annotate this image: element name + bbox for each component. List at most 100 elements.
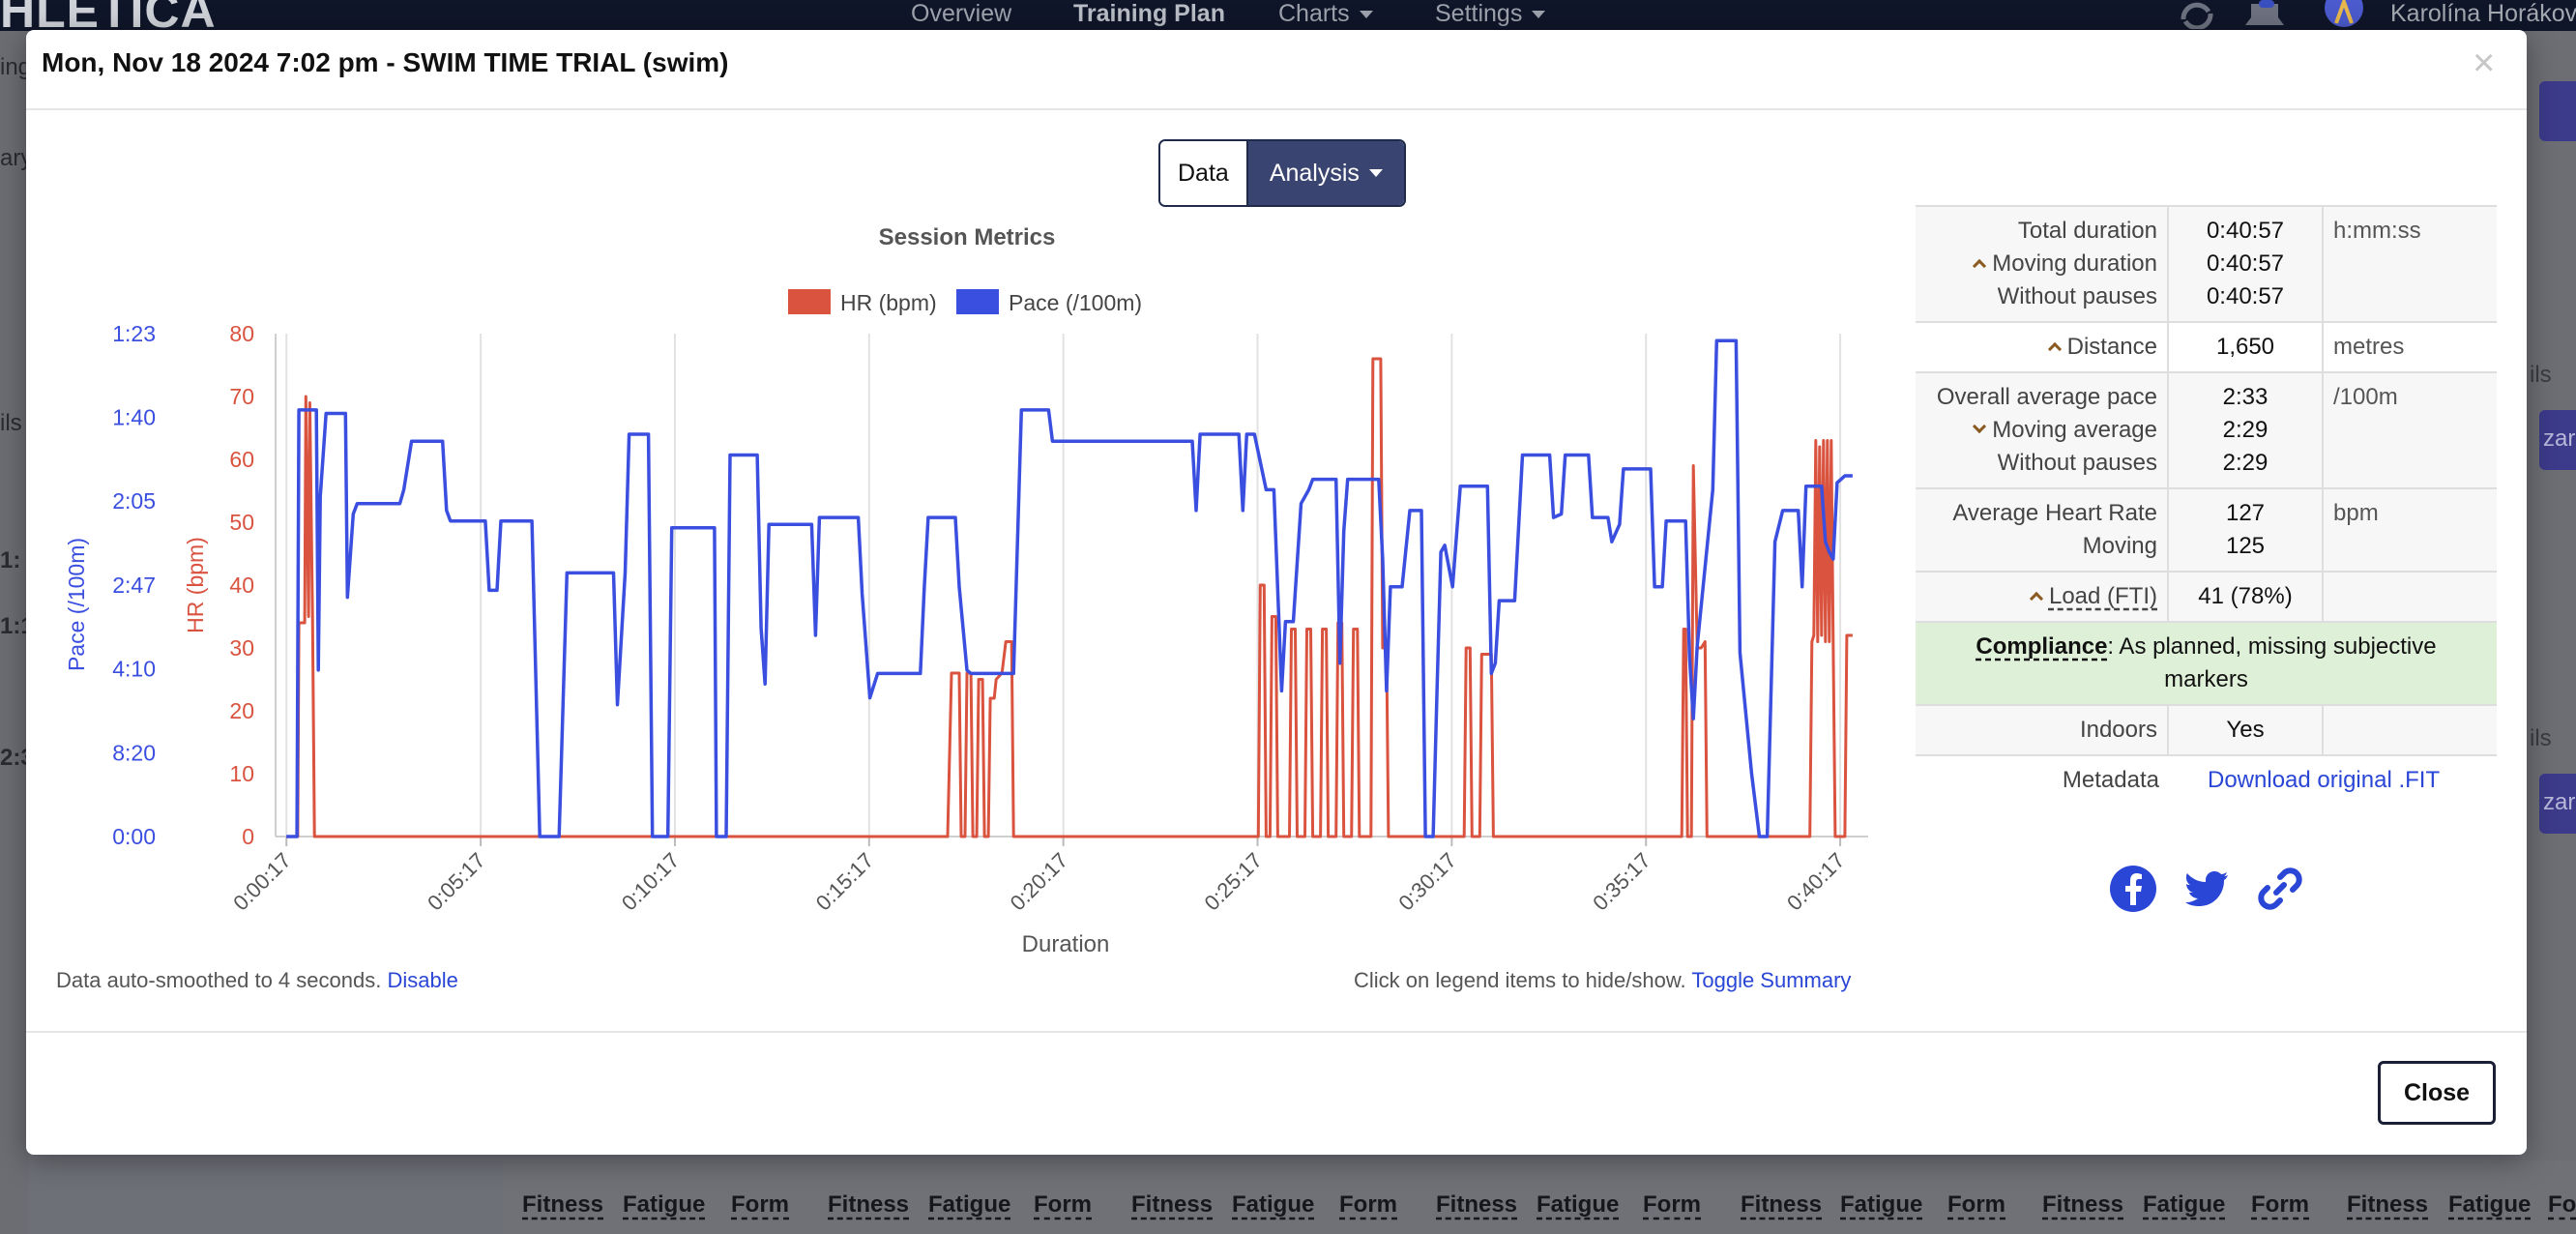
y-tick-label-hr: 20 bbox=[229, 698, 254, 723]
download-fit-link-text[interactable]: Download original .FIT bbox=[2208, 767, 2441, 793]
compliance-label[interactable]: Compliance bbox=[1976, 633, 2108, 660]
summary-row-pace: Overall average pace Moving average With… bbox=[1916, 371, 2497, 487]
bg-column-header[interactable]: Form bbox=[731, 1191, 789, 1218]
close-button[interactable]: Close bbox=[2378, 1061, 2496, 1125]
bg-column-header[interactable]: Form bbox=[1643, 1191, 1701, 1218]
bg-column-header[interactable]: Fitness bbox=[522, 1191, 604, 1218]
summary-label[interactable]: Moving duration bbox=[1923, 248, 2157, 280]
legend-swatch-pace bbox=[956, 289, 999, 314]
y-tick-label-pace: 1:23 bbox=[112, 321, 156, 346]
bg-column-header[interactable]: Fitness bbox=[1131, 1191, 1214, 1218]
user-name[interactable]: Karolína Horákov bbox=[2390, 0, 2576, 27]
summary-value: Yes bbox=[2169, 706, 2324, 754]
tab-analysis[interactable]: Analysis bbox=[1247, 141, 1404, 205]
bg-column-header[interactable]: Form bbox=[1034, 1191, 1092, 1218]
sync-icon[interactable] bbox=[2176, 0, 2218, 31]
nav-settings[interactable]: Settings bbox=[1435, 0, 1546, 27]
summary-value: 41 (78%) bbox=[2169, 573, 2324, 621]
y-axis-label-pace: Pace (/100m) bbox=[64, 538, 89, 671]
modal-header: Mon, Nov 18 2024 7:02 pm - SWIM TIME TRI… bbox=[26, 30, 2527, 110]
summary-labels[interactable]: Distance bbox=[1916, 323, 2169, 371]
twitter-icon[interactable] bbox=[2181, 864, 2232, 914]
summary-value: 2:33 bbox=[2222, 384, 2269, 410]
y-tick-label-pace: 1:40 bbox=[112, 405, 156, 430]
toggle-summary-link[interactable]: Toggle Summary bbox=[1691, 968, 1852, 992]
bg-fragment: 1: bbox=[0, 547, 21, 573]
x-tick-label: 0:15:17 bbox=[811, 848, 879, 916]
summary-value: 1,650 bbox=[2169, 323, 2324, 371]
summary-row-load: Load (FTI) 41 (78%) bbox=[1916, 571, 2497, 621]
bg-column-header[interactable]: Form bbox=[1947, 1191, 2005, 1218]
nav-charts-label: Charts bbox=[1278, 0, 1350, 27]
summary-unit: bpm bbox=[2333, 500, 2379, 526]
bg-column-header[interactable]: Fitness bbox=[2042, 1191, 2124, 1218]
x-tick-label: 0:10:17 bbox=[617, 848, 685, 916]
modal-footer-divider bbox=[26, 1031, 2527, 1033]
avatar[interactable] bbox=[2323, 0, 2365, 29]
bg-column-header[interactable]: Form bbox=[1339, 1191, 1397, 1218]
bg-column-header[interactable]: Fatigue bbox=[1232, 1191, 1315, 1218]
summary-unit: h:mm:ss bbox=[2333, 218, 2421, 244]
summary-labels[interactable]: Load (FTI) bbox=[1916, 573, 2169, 621]
x-axis-label: Duration bbox=[1022, 931, 1110, 957]
y-tick-label-hr: 0 bbox=[242, 824, 254, 849]
legend-swatch-hr bbox=[788, 289, 831, 314]
tab-analysis-label: Analysis bbox=[1269, 159, 1360, 187]
y-tick-label-pace: 8:20 bbox=[112, 740, 156, 765]
y-tick-label-hr: 10 bbox=[229, 761, 254, 786]
bg-column-header[interactable]: Fatigue bbox=[1840, 1191, 1923, 1218]
summary-label: Indoors bbox=[1916, 706, 2169, 754]
link-icon[interactable] bbox=[2255, 864, 2305, 914]
summary-label: Overall average pace bbox=[1936, 384, 2157, 410]
summary-row-heart-rate: Average Heart Rate Moving 127 125 bpm bbox=[1916, 487, 2497, 571]
bg-column-header[interactable]: Fatigue bbox=[2143, 1191, 2226, 1218]
bg-column-header[interactable]: Fatigue bbox=[1537, 1191, 1620, 1218]
bg-column-header[interactable]: Fitness bbox=[1436, 1191, 1518, 1218]
summary-table: Total duration Moving duration Without p… bbox=[1916, 205, 2497, 805]
nav-training-plan[interactable]: Training Plan bbox=[1073, 0, 1225, 27]
facebook-icon[interactable] bbox=[2108, 864, 2158, 914]
legend-hint: Click on legend items to hide/show. Togg… bbox=[1354, 968, 1851, 993]
summary-label: Without pauses bbox=[1997, 283, 2157, 309]
modal-title: Mon, Nov 18 2024 7:02 pm - SWIM TIME TRI… bbox=[42, 47, 729, 77]
summary-labels: Average Heart Rate Moving bbox=[1916, 489, 2169, 571]
legend-hint-text: Click on legend items to hide/show. bbox=[1354, 968, 1686, 992]
bg-column-header[interactable]: Fatigue bbox=[2448, 1191, 2532, 1218]
bg-column-header[interactable]: Fo bbox=[2548, 1191, 2576, 1218]
series-line-hr bbox=[286, 357, 1853, 838]
summary-label: Total duration bbox=[2017, 218, 2157, 244]
bg-column-header[interactable]: Fatigue bbox=[623, 1191, 706, 1218]
notifications-icon[interactable] bbox=[2243, 0, 2286, 29]
tab-data[interactable]: Data bbox=[1160, 141, 1248, 205]
summary-value: 0:40:57 bbox=[2206, 218, 2285, 244]
compliance-text: : As planned, missing subjective markers bbox=[2107, 633, 2437, 692]
nav-charts[interactable]: Charts bbox=[1278, 0, 1373, 27]
x-tick-label: 0:40:17 bbox=[1782, 848, 1850, 916]
summary-labels: Total duration Moving duration Without p… bbox=[1916, 207, 2169, 321]
summary-value: 127 bbox=[2225, 500, 2266, 526]
nav-overview[interactable]: Overview bbox=[911, 0, 1012, 27]
download-fit-link[interactable]: Download original .FIT bbox=[2169, 756, 2497, 805]
bg-column-header[interactable]: Fitness bbox=[1741, 1191, 1823, 1218]
bg-fragment: ils bbox=[0, 410, 22, 436]
summary-label-text: Moving duration bbox=[1992, 250, 2157, 277]
summary-label: Moving bbox=[2082, 533, 2157, 559]
bg-column-header[interactable]: Fatigue bbox=[928, 1191, 1011, 1218]
compliance-row: Compliance: As planned, missing subjecti… bbox=[1916, 621, 2497, 704]
load-fti-label[interactable]: Load (FTI) bbox=[2048, 583, 2157, 609]
chevron-down-icon bbox=[1973, 419, 1987, 434]
x-tick-label: 0:30:17 bbox=[1393, 848, 1461, 916]
smoothing-note-text: Data auto-smoothed to 4 seconds. bbox=[56, 968, 382, 992]
close-icon[interactable]: × bbox=[2473, 42, 2496, 84]
disable-smoothing-link[interactable]: Disable bbox=[387, 968, 458, 992]
bg-column-header[interactable]: Fitness bbox=[828, 1191, 910, 1218]
bg-column-header[interactable]: Form bbox=[2251, 1191, 2309, 1218]
chevron-up-icon bbox=[2047, 341, 2062, 357]
summary-value: 0:40:57 bbox=[2206, 283, 2285, 309]
bg-column-header[interactable]: Fitness bbox=[2347, 1191, 2429, 1218]
series-line-pace bbox=[286, 338, 1853, 838]
bg-wizard-button[interactable]: zard bbox=[2539, 410, 2576, 470]
y-tick-label-hr: 50 bbox=[229, 510, 254, 535]
summary-label[interactable]: Moving average bbox=[1923, 414, 2157, 447]
bg-wizard-button[interactable]: zard bbox=[2539, 774, 2576, 834]
